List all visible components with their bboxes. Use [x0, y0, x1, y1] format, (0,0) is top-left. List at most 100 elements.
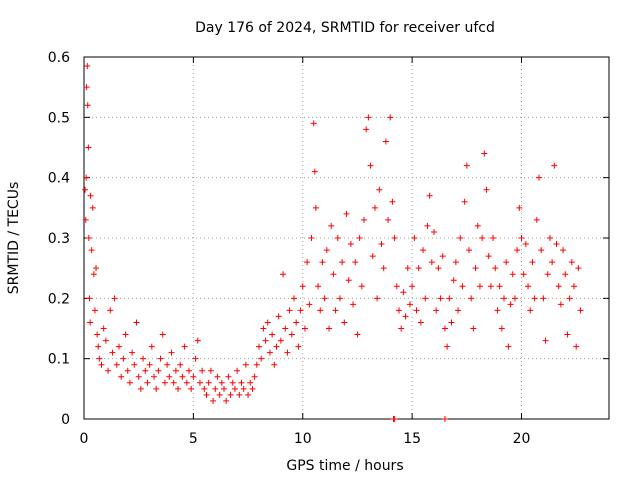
y-tick-label: 0.2 [48, 291, 70, 307]
data-point [280, 271, 287, 278]
data-point [84, 63, 91, 70]
data-point [533, 216, 540, 223]
data-point [452, 259, 459, 266]
data-point [398, 325, 405, 332]
data-point [380, 265, 387, 272]
data-point [262, 337, 269, 344]
data-point [369, 253, 376, 260]
data-point [404, 265, 411, 272]
data-point [411, 235, 418, 241]
data-point [457, 235, 464, 241]
y-tick-label: 0.1 [48, 352, 70, 368]
data-point [540, 295, 547, 302]
data-point [566, 295, 573, 302]
data-point [107, 307, 114, 314]
data-point [146, 361, 153, 368]
x-tick-label: 15 [403, 431, 421, 447]
data-point [135, 373, 142, 380]
data-point [142, 367, 149, 374]
data-point [415, 265, 422, 272]
data-point [564, 331, 571, 338]
data-point [459, 283, 466, 290]
data-point [336, 295, 343, 302]
data-point [109, 349, 116, 356]
data-point [87, 192, 94, 199]
data-point [509, 271, 516, 278]
data-point [311, 168, 318, 175]
data-point [85, 144, 92, 151]
data-point [514, 247, 521, 254]
data-point [90, 271, 97, 278]
data-point [210, 397, 217, 404]
data-point [376, 186, 383, 193]
data-point [505, 343, 512, 350]
data-point [466, 247, 472, 254]
data-point [131, 361, 138, 368]
data-point [490, 235, 497, 241]
data-point [168, 349, 175, 356]
data-point [496, 283, 503, 290]
data-point [273, 343, 280, 350]
data-point [133, 319, 140, 326]
data-point [531, 295, 538, 302]
data-point [321, 295, 328, 302]
data-point [431, 228, 437, 235]
data-point [485, 253, 492, 260]
data-point [536, 174, 542, 181]
data-point [299, 283, 306, 290]
data-point [562, 271, 569, 278]
data-point [328, 222, 335, 229]
data-point [148, 343, 155, 350]
data-point [183, 379, 190, 386]
data-point [446, 295, 453, 302]
data-point [297, 307, 304, 314]
data-point [461, 198, 468, 205]
data-point [282, 325, 289, 332]
data-point [389, 198, 396, 205]
data-point [527, 307, 534, 314]
data-point [538, 247, 545, 254]
grid-lines [84, 57, 609, 419]
data-point [84, 102, 91, 109]
data-point [555, 283, 562, 290]
data-points [82, 63, 584, 422]
data-point [218, 379, 225, 386]
data-point [522, 241, 529, 248]
data-point [229, 379, 236, 386]
data-point [207, 367, 214, 374]
data-point [396, 307, 402, 314]
data-point [483, 186, 490, 193]
data-point [568, 259, 575, 266]
data-point [424, 222, 431, 229]
data-point [221, 385, 227, 392]
data-point [334, 235, 341, 241]
data-point [571, 283, 577, 290]
y-tick-label: 0.4 [48, 171, 70, 187]
data-point [137, 385, 144, 392]
data-point [301, 325, 308, 332]
data-point [422, 295, 429, 302]
data-point [122, 331, 129, 338]
data-point [417, 319, 424, 326]
data-point [113, 361, 120, 368]
data-point [494, 307, 501, 314]
data-point [426, 192, 433, 199]
data-point [470, 325, 477, 332]
data-point [277, 337, 284, 344]
data-point [214, 373, 221, 380]
data-point [345, 277, 352, 284]
data-point [363, 126, 370, 133]
data-point [347, 241, 354, 248]
data-point [157, 355, 164, 362]
x-tick-label: 0 [80, 431, 89, 447]
data-point [385, 216, 392, 223]
data-point [231, 385, 238, 392]
data-point [393, 283, 400, 290]
data-point [413, 307, 420, 314]
data-point [216, 391, 223, 398]
data-point [374, 295, 381, 302]
data-point [358, 283, 365, 290]
data-point [227, 391, 234, 398]
data-point [463, 162, 470, 169]
data-point [481, 150, 488, 157]
